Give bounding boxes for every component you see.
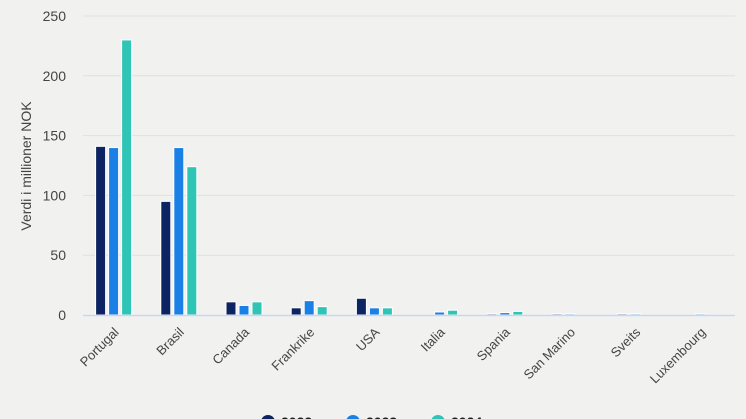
x-tick-label: Luxembourg <box>647 325 709 387</box>
y-tick-label: 0 <box>58 307 66 323</box>
x-tick-label: San Marino <box>521 325 579 383</box>
bar-2024-brasil[interactable] <box>186 166 198 316</box>
x-tick-label: Frankrike <box>268 325 317 374</box>
y-tick-label: 50 <box>50 247 66 263</box>
bar-2022-frankrike[interactable] <box>290 307 302 316</box>
bar-2023-canada[interactable] <box>238 304 250 316</box>
legend-item-2022[interactable]: 2022 <box>261 414 312 419</box>
x-tick-label: Portugal <box>77 324 122 369</box>
bar-2023-brasil[interactable] <box>173 147 185 316</box>
x-tick-label: Spania <box>474 324 514 364</box>
bar-2022-usa[interactable] <box>355 297 367 316</box>
bar-2022-canada[interactable] <box>225 301 237 316</box>
legend-label: 2023 <box>366 414 397 419</box>
y-tick-label: 250 <box>43 8 67 24</box>
bar-2024-italia[interactable] <box>447 309 459 316</box>
x-tick-label: Sveits <box>608 324 644 360</box>
legend-marker <box>346 415 360 419</box>
bar-2023-frankrike[interactable] <box>303 300 315 316</box>
bar-2023-italia[interactable] <box>434 311 446 316</box>
bar-2024-frankrike[interactable] <box>316 306 328 316</box>
legend-item-2024[interactable]: 2024 <box>431 414 482 419</box>
bar-2024-portugal[interactable] <box>121 39 133 316</box>
bar-2023-spania[interactable] <box>499 312 511 316</box>
y-tick-label: 100 <box>43 187 67 203</box>
bar-2023-portugal[interactable] <box>108 147 120 316</box>
y-tick-label: 200 <box>43 68 67 84</box>
x-tick-label: USA <box>353 324 383 354</box>
legend-marker <box>261 415 275 419</box>
legend-label: 2024 <box>451 414 482 419</box>
legend-item-2023[interactable]: 2023 <box>346 414 397 419</box>
bar-2024-usa[interactable] <box>381 307 393 316</box>
bar-2024-canada[interactable] <box>251 301 263 316</box>
bar-2024-spania[interactable] <box>512 310 524 316</box>
bar-2022-brasil[interactable] <box>160 200 172 316</box>
y-tick-label: 150 <box>43 128 67 144</box>
legend-marker <box>431 415 445 419</box>
legend-label: 2022 <box>281 414 312 419</box>
x-tick-label: Brasil <box>153 324 187 358</box>
y-axis-label: Verdi i millioner NOK <box>18 101 34 231</box>
bar-2022-portugal[interactable] <box>95 145 107 316</box>
x-tick-label: Canada <box>209 324 252 367</box>
bar-2023-usa[interactable] <box>368 307 380 316</box>
x-tick-label: Italia <box>418 324 449 355</box>
